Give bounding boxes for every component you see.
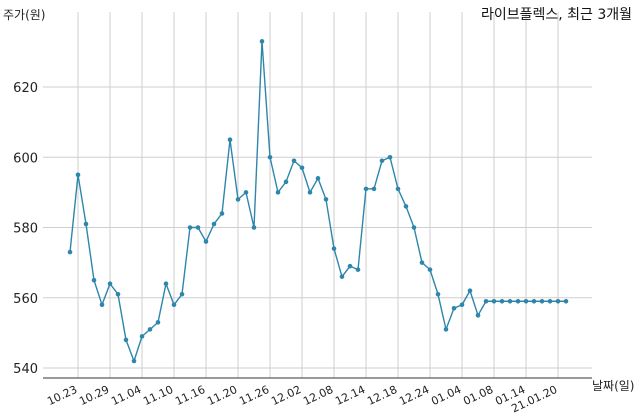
data-point — [379, 158, 385, 164]
data-point — [371, 186, 377, 192]
x-axis-label: 날짜(일) — [592, 379, 635, 393]
data-point — [451, 305, 457, 311]
y-axis-label: 주가(원) — [3, 8, 46, 22]
data-point — [339, 274, 345, 279]
x-tick-label: 12.24 — [397, 383, 431, 408]
y-tick-label: 580 — [13, 222, 38, 237]
data-point — [491, 298, 497, 304]
data-point — [83, 221, 89, 227]
data-point — [251, 225, 257, 230]
data-point — [227, 137, 233, 142]
data-point — [283, 179, 289, 185]
x-tick-label: 12.02 — [269, 383, 303, 408]
data-point — [563, 298, 569, 304]
data-point — [115, 291, 121, 297]
data-point — [443, 327, 449, 332]
x-tick-label: 01.04 — [429, 383, 463, 408]
data-point — [323, 197, 329, 202]
data-point — [355, 267, 361, 272]
x-tick-label: 12.18 — [365, 383, 399, 408]
data-point — [187, 225, 193, 230]
grid-lines — [43, 12, 592, 378]
data-point — [411, 225, 417, 230]
data-point — [123, 337, 129, 343]
data-point — [555, 298, 561, 304]
y-tick-label: 560 — [13, 292, 38, 307]
data-point — [459, 302, 465, 308]
data-point — [195, 225, 201, 230]
data-point — [387, 154, 393, 160]
x-tick-label: 10.23 — [45, 383, 79, 408]
data-point — [539, 298, 545, 304]
data-point — [75, 172, 81, 178]
data-point — [131, 358, 137, 364]
data-point — [259, 39, 265, 44]
data-point — [139, 334, 145, 339]
data-point — [99, 302, 105, 308]
data-point — [203, 239, 209, 244]
x-tick-label: 01.08 — [461, 383, 495, 408]
data-point — [211, 221, 217, 227]
y-tick-label: 620 — [13, 81, 38, 96]
data-points — [67, 39, 569, 364]
data-point — [67, 249, 73, 255]
y-tick-label: 540 — [13, 362, 38, 377]
data-point — [395, 186, 401, 192]
x-tick-label: 11.04 — [109, 383, 143, 408]
data-point — [147, 327, 153, 332]
x-tick-label: 11.20 — [205, 383, 239, 408]
data-point — [531, 298, 537, 304]
x-tick-label: 12.14 — [333, 383, 367, 408]
data-point — [107, 281, 113, 287]
x-axis-ticks: 10.2310.2911.0411.1011.1611.2011.2612.02… — [45, 383, 559, 415]
x-tick-label: 10.29 — [77, 383, 111, 408]
x-tick-label: 11.16 — [173, 383, 207, 408]
data-point — [363, 186, 369, 192]
data-point — [243, 190, 249, 195]
data-point — [467, 288, 473, 294]
x-tick-label: 11.26 — [237, 383, 271, 408]
data-point — [171, 302, 177, 308]
data-point — [163, 281, 169, 287]
data-point — [291, 158, 297, 164]
data-point — [275, 190, 281, 195]
data-point — [155, 320, 161, 325]
chart-title: 라이브플렉스, 최근 3개월 — [480, 7, 632, 23]
data-point — [307, 190, 313, 195]
price-line — [69, 41, 566, 364]
data-point — [427, 267, 433, 272]
data-point — [315, 176, 321, 181]
data-point — [475, 313, 481, 318]
data-point — [235, 197, 241, 202]
y-tick-label: 600 — [13, 151, 38, 166]
data-point — [219, 211, 225, 216]
data-point — [419, 260, 425, 265]
x-tick-label: 11.10 — [141, 383, 175, 408]
data-point — [515, 298, 521, 304]
data-point — [435, 291, 441, 297]
y-axis-ticks: 540 560 580 600 620 — [13, 81, 38, 377]
data-point — [267, 154, 273, 160]
data-point — [179, 291, 185, 297]
data-point — [523, 298, 529, 304]
data-point — [507, 298, 513, 304]
data-point — [299, 165, 305, 171]
data-point — [499, 298, 505, 304]
data-point — [347, 263, 353, 269]
data-point — [483, 298, 489, 304]
data-point — [331, 246, 337, 251]
data-point — [547, 298, 553, 304]
data-point — [403, 204, 409, 209]
data-point — [91, 277, 97, 283]
x-tick-label: 12.08 — [301, 383, 335, 408]
